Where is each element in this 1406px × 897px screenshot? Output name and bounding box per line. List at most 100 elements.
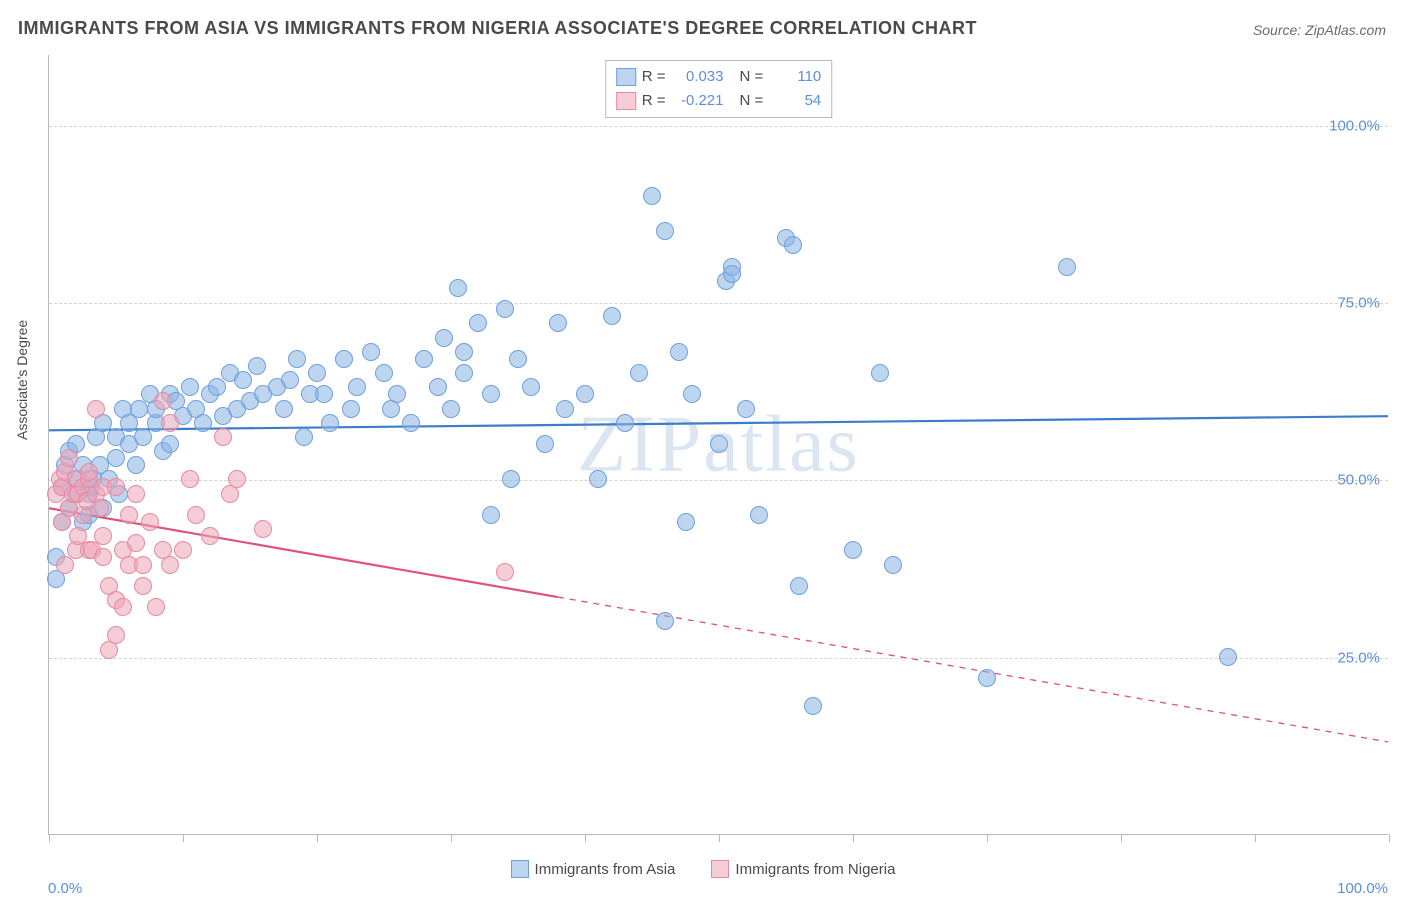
scatter-point-nigeria	[181, 470, 199, 488]
scatter-point-asia	[502, 470, 520, 488]
scatter-point-asia	[549, 314, 567, 332]
scatter-point-nigeria	[254, 520, 272, 538]
scatter-point-asia	[784, 236, 802, 254]
scatter-point-asia	[522, 378, 540, 396]
scatter-point-asia	[576, 385, 594, 403]
scatter-point-asia	[482, 385, 500, 403]
legend-r-value: -0.221	[672, 89, 724, 113]
scatter-point-asia	[536, 435, 554, 453]
scatter-point-asia	[181, 378, 199, 396]
correlation-legend: R =0.033N =110R =-0.221 N =54	[605, 60, 833, 118]
scatter-point-asia	[248, 357, 266, 375]
legend-r-value: 0.033	[672, 65, 724, 89]
x-tick-mark	[317, 834, 318, 842]
scatter-point-asia	[616, 414, 634, 432]
y-tick-label: 100.0%	[1329, 117, 1380, 134]
scatter-point-asia	[603, 307, 621, 325]
scatter-point-asia	[455, 364, 473, 382]
correlation-legend-row: R =-0.221 N =54	[616, 89, 822, 113]
x-tick-mark	[1121, 834, 1122, 842]
x-tick-mark	[183, 834, 184, 842]
scatter-point-asia	[429, 378, 447, 396]
trend-line-dashed-nigeria	[558, 597, 1388, 742]
series-legend-label: Immigrants from Asia	[535, 861, 676, 878]
x-tick-mark	[1389, 834, 1390, 842]
scatter-point-asia	[415, 350, 433, 368]
legend-n-label: N =	[740, 89, 764, 113]
legend-swatch-icon	[711, 860, 729, 878]
scatter-point-asia	[208, 378, 226, 396]
y-tick-label: 50.0%	[1337, 472, 1380, 489]
scatter-point-asia	[790, 577, 808, 595]
scatter-point-asia	[683, 385, 701, 403]
scatter-point-nigeria	[107, 478, 125, 496]
series-legend-item: Immigrants from Asia	[511, 860, 676, 878]
scatter-point-nigeria	[114, 598, 132, 616]
x-tick-mark	[853, 834, 854, 842]
scatter-point-asia	[656, 222, 674, 240]
scatter-point-nigeria	[134, 577, 152, 595]
source-attribution: Source: ZipAtlas.com	[1253, 22, 1386, 38]
scatter-point-asia	[402, 414, 420, 432]
scatter-point-nigeria	[154, 392, 172, 410]
scatter-point-asia	[723, 265, 741, 283]
legend-r-label: R =	[642, 89, 666, 113]
y-tick-label: 25.0%	[1337, 649, 1380, 666]
y-tick-label: 75.0%	[1337, 295, 1380, 312]
scatter-point-asia	[1219, 648, 1237, 666]
scatter-point-asia	[288, 350, 306, 368]
scatter-point-asia	[275, 400, 293, 418]
scatter-point-asia	[630, 364, 648, 382]
gridline-h	[49, 126, 1388, 127]
scatter-point-asia	[388, 385, 406, 403]
scatter-point-nigeria	[94, 527, 112, 545]
correlation-legend-row: R =0.033N =110	[616, 65, 822, 89]
scatter-point-asia	[556, 400, 574, 418]
x-tick-mark	[1255, 834, 1256, 842]
scatter-point-asia	[194, 414, 212, 432]
gridline-h	[49, 658, 1388, 659]
scatter-point-nigeria	[134, 556, 152, 574]
x-tick-mark	[451, 834, 452, 842]
x-tick-mark	[49, 834, 50, 842]
series-legend-label: Immigrants from Nigeria	[735, 861, 895, 878]
x-tick-mark	[719, 834, 720, 842]
scatter-point-asia	[295, 428, 313, 446]
legend-swatch-icon	[616, 68, 636, 86]
scatter-point-nigeria	[161, 414, 179, 432]
scatter-point-nigeria	[161, 556, 179, 574]
scatter-point-nigeria	[80, 463, 98, 481]
legend-swatch-icon	[616, 92, 636, 110]
scatter-point-nigeria	[147, 598, 165, 616]
scatter-point-asia	[509, 350, 527, 368]
scatter-point-asia	[435, 329, 453, 347]
scatter-point-asia	[449, 279, 467, 297]
x-tick-mark	[585, 834, 586, 842]
scatter-point-asia	[670, 343, 688, 361]
scatter-point-nigeria	[496, 563, 514, 581]
gridline-h	[49, 480, 1388, 481]
scatter-point-nigeria	[60, 449, 78, 467]
scatter-point-nigeria	[141, 513, 159, 531]
series-legend: Immigrants from Asia Immigrants from Nige…	[0, 860, 1406, 882]
x-tick-mark	[987, 834, 988, 842]
scatter-point-asia	[348, 378, 366, 396]
series-legend-item: Immigrants from Nigeria	[711, 860, 895, 878]
scatter-point-asia	[362, 343, 380, 361]
scatter-point-asia	[643, 187, 661, 205]
scatter-point-asia	[375, 364, 393, 382]
scatter-point-nigeria	[94, 548, 112, 566]
scatter-point-asia	[134, 428, 152, 446]
scatter-point-asia	[871, 364, 889, 382]
scatter-point-asia	[442, 400, 460, 418]
legend-swatch-icon	[511, 860, 529, 878]
scatter-point-asia	[804, 697, 822, 715]
scatter-point-asia	[308, 364, 326, 382]
trend-line-asia	[49, 416, 1388, 430]
scatter-point-nigeria	[127, 485, 145, 503]
scatter-point-asia	[844, 541, 862, 559]
legend-n-value: 54	[769, 89, 821, 113]
scatter-point-nigeria	[120, 506, 138, 524]
scatter-point-nigeria	[91, 499, 109, 517]
scatter-point-asia	[589, 470, 607, 488]
